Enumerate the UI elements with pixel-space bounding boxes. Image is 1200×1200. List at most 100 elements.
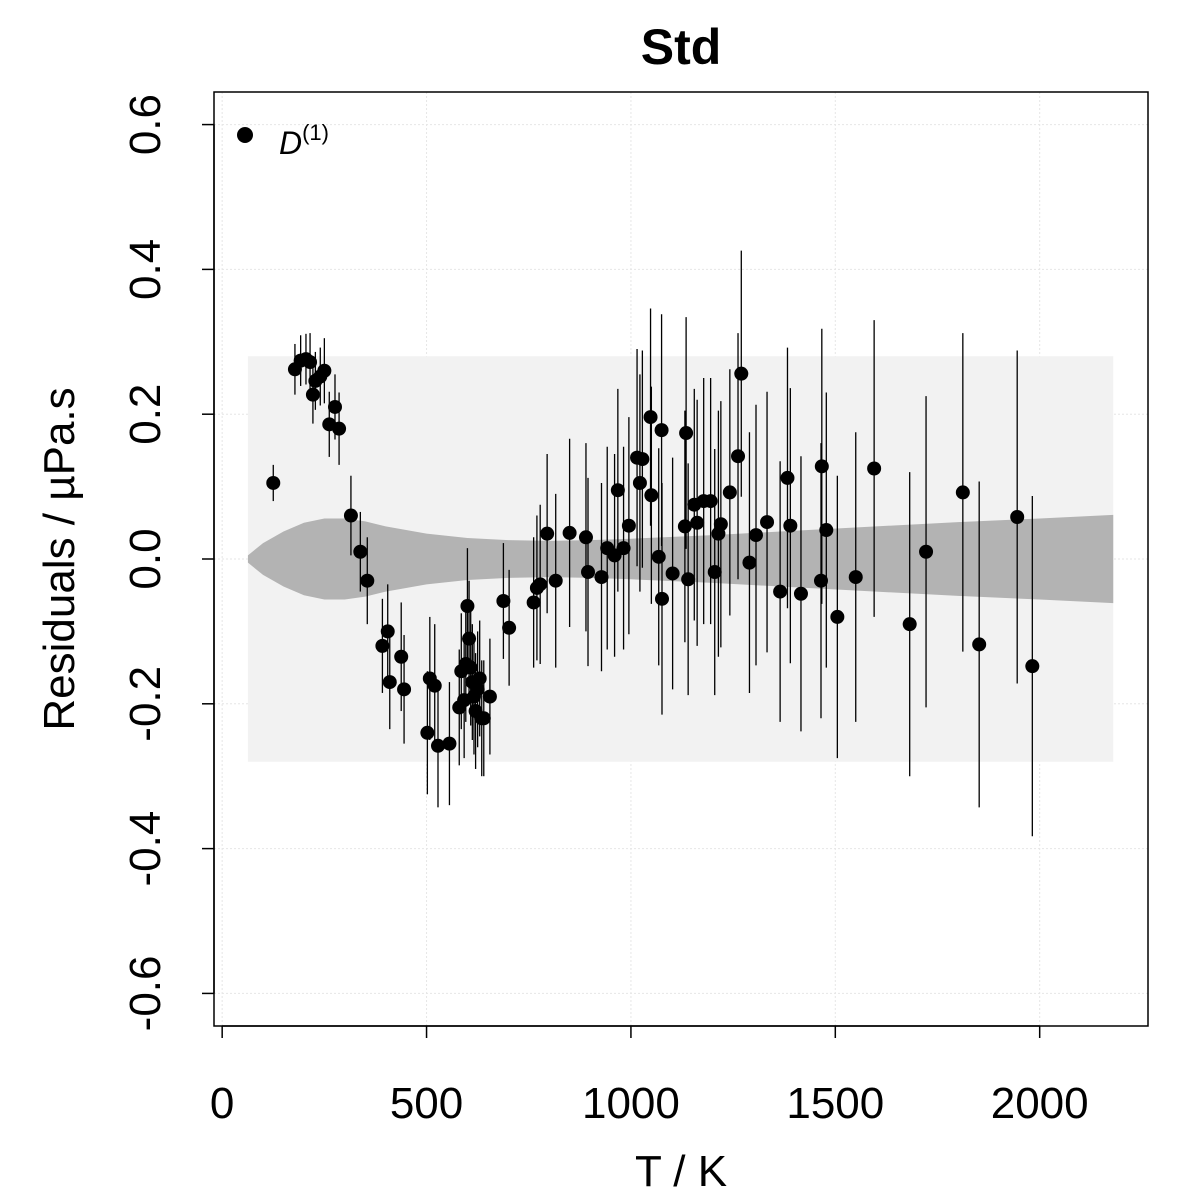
- data-point-11: [332, 421, 347, 436]
- data-point-65: [677, 519, 692, 534]
- data-point-58: [635, 452, 650, 467]
- data-point-42: [526, 595, 541, 610]
- data-point-13: [353, 544, 368, 559]
- data-point-69: [690, 515, 705, 530]
- legend-label-base: D: [279, 125, 302, 161]
- data-point-48: [578, 530, 593, 545]
- data-point-5: [305, 387, 320, 402]
- y-tick-label-6: 0.6: [121, 94, 170, 155]
- data-point-60: [644, 488, 659, 503]
- data-point-64: [665, 566, 680, 581]
- inner-band: [247, 514, 1114, 604]
- data-point-57: [632, 475, 647, 490]
- data-point-20: [420, 725, 435, 740]
- data-point-36: [472, 671, 487, 686]
- data-points: [266, 250, 1040, 837]
- x-axis-label: T / K: [635, 1147, 727, 1196]
- y-axis-label: Residuals / µPa.s: [35, 387, 84, 730]
- data-point-30: [462, 631, 477, 646]
- data-point-85: [813, 573, 828, 588]
- data-point-31: [463, 660, 478, 675]
- data-point-91: [902, 617, 917, 632]
- y-tick-label-1: -0.4: [121, 811, 170, 887]
- legend-label: D(1): [279, 120, 329, 161]
- data-point-84: [793, 586, 808, 601]
- x-tick-label-2: 1000: [582, 1079, 680, 1128]
- data-point-4: [303, 355, 318, 370]
- data-point-23: [430, 738, 445, 753]
- data-point-38: [476, 711, 491, 726]
- data-point-12: [343, 508, 358, 523]
- data-point-77: [734, 366, 749, 381]
- data-point-79: [749, 528, 764, 543]
- x-tick-label-1: 500: [390, 1079, 463, 1128]
- data-point-8: [317, 363, 332, 378]
- x-tick-label-3: 1500: [786, 1079, 884, 1128]
- data-point-22: [427, 678, 442, 693]
- data-point-71: [703, 494, 718, 509]
- data-point-55: [621, 518, 636, 533]
- data-point-95: [1010, 510, 1025, 525]
- uncertainty-bands: [247, 356, 1114, 762]
- data-point-63: [654, 591, 669, 606]
- data-point-72: [707, 565, 722, 580]
- y-tick-label-0: -0.6: [121, 956, 170, 1032]
- legend-marker: [237, 127, 253, 143]
- data-point-46: [548, 573, 563, 588]
- data-point-0: [266, 475, 281, 490]
- data-point-45: [540, 526, 555, 541]
- data-point-76: [731, 449, 746, 464]
- data-point-62: [654, 423, 669, 438]
- data-point-35: [470, 682, 485, 697]
- y-tick-label-5: 0.4: [121, 239, 170, 300]
- data-point-90: [867, 461, 882, 476]
- data-point-59: [643, 410, 658, 425]
- data-point-18: [394, 649, 409, 664]
- data-point-17: [382, 675, 397, 690]
- data-point-44: [533, 577, 548, 592]
- data-point-29: [460, 599, 475, 614]
- data-point-49: [581, 565, 596, 580]
- data-point-92: [919, 544, 934, 559]
- data-point-83: [783, 518, 798, 533]
- y-tick-label-3: 0.0: [121, 528, 170, 589]
- data-point-54: [616, 541, 631, 556]
- data-point-94: [972, 637, 987, 652]
- legend-label-sup: (1): [302, 120, 329, 145]
- legend: D(1): [237, 120, 329, 161]
- data-point-66: [679, 426, 694, 441]
- plot-area: [213, 91, 1149, 1027]
- data-point-74: [713, 517, 728, 532]
- data-point-75: [722, 485, 737, 500]
- data-point-14: [360, 573, 375, 588]
- data-point-16: [380, 624, 395, 639]
- data-point-41: [502, 620, 517, 635]
- x-axis: 0 500 1000 1500 2000: [210, 1025, 1089, 1128]
- data-point-61: [651, 549, 666, 564]
- data-point-15: [375, 638, 390, 653]
- x-tick-label-4: 2000: [991, 1079, 1089, 1128]
- data-point-89: [848, 570, 863, 585]
- data-point-96: [1025, 659, 1040, 674]
- data-point-40: [496, 593, 511, 608]
- data-point-10: [327, 399, 342, 414]
- data-point-19: [397, 682, 412, 697]
- y-axis: -0.6 -0.4 -0.2 0.0 0.2 0.4 0.6: [121, 94, 215, 1032]
- data-point-87: [819, 523, 834, 538]
- x-tick-label-0: 0: [210, 1079, 234, 1128]
- chart-title: Std: [641, 19, 722, 75]
- data-point-39: [482, 689, 497, 704]
- data-point-47: [562, 525, 577, 540]
- data-point-88: [830, 609, 845, 624]
- data-point-53: [610, 483, 625, 498]
- y-tick-label-4: 0.2: [121, 384, 170, 445]
- data-point-24: [442, 736, 457, 751]
- data-point-82: [780, 470, 795, 485]
- data-point-86: [814, 459, 829, 474]
- data-point-50: [594, 570, 609, 585]
- data-point-81: [773, 584, 788, 599]
- data-point-93: [955, 485, 970, 500]
- y-tick-label-2: -0.2: [121, 666, 170, 742]
- data-point-80: [760, 515, 775, 530]
